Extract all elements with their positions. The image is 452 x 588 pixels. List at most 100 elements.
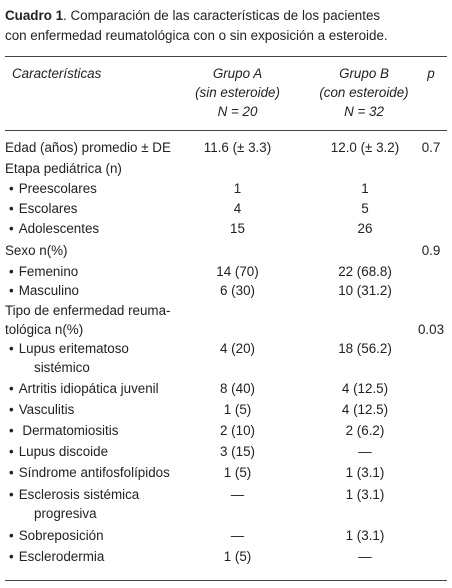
row-label: • Lupus discoide [9,443,108,460]
grupo-b-value: 4 (12.5) [341,381,389,396]
header-grupo-b-line2: (con esteroide) [319,85,409,100]
bullet-icon: • [9,264,14,279]
row-label-text: Vasculitis [18,402,75,417]
header-grupo-b-line3: N = 32 [344,104,384,119]
row-label: Tipo de enfermedad reuma- [5,302,171,319]
top-rule [5,56,447,57]
header-grupo-a-line3: N = 20 [217,104,258,119]
row-label: Edad (años) promedio ± DE [5,139,171,156]
row-label: • Esclerodermia [9,548,104,565]
grupo-a-value: 14 (70) [216,264,259,279]
bullet-icon: • [9,444,14,459]
row-label-text: Adolescentes [18,221,100,236]
grupo-b-value: 18 (56.2) [338,341,392,356]
grupo-b-value: 4 (12.5) [341,402,389,417]
bullet-icon: • [9,181,14,196]
grupo-a-value: 4 (20) [220,341,255,356]
header-grupo-a-line2: (sin esteroide) [195,85,280,100]
grupo-b-value: 26 [357,221,373,236]
grupo-a-value: 1 (5) [223,549,252,564]
grupo-a-value: 6 (30) [220,283,255,298]
row-label: • Sobreposición [9,527,104,544]
grupo-a-value: — [230,487,245,502]
grupo-b-value: 1 (3.1) [345,487,385,502]
bullet-icon: • [9,381,14,396]
row-label-continuation: sistémico [34,360,90,375]
grupo-b-value: 12.0 (± 3.2) [330,140,400,155]
grupo-b-value: 2 (6.2) [345,423,385,438]
grupo-a-value: 2 (10) [220,423,255,438]
row-label: • Masculino [9,282,79,299]
row-label-text: Lupus eritematoso [18,341,129,356]
grupo-b-value: — [358,549,372,564]
row-label-text: Tipo de enfermedad reuma- [5,303,171,318]
grupo-a-value: 1 (5) [223,465,252,480]
bullet-icon: • [9,283,14,298]
p-value: 0.03 [417,322,445,337]
p-value: 0.7 [421,140,441,155]
bullet-icon: • [9,465,14,480]
caption-label: Cuadro 1 [5,8,64,23]
bullet-icon: • [9,201,14,216]
bullet-icon: • [9,402,14,417]
row-label-text: Artritis idiopática juvenil [18,381,159,396]
row-label-text: Sexo n(%) [5,243,68,258]
grupo-a-value: 15 [230,221,245,236]
header-grupo-b-line1: Grupo B [339,66,389,81]
row-label: • Síndrome antifosfolípidos [9,464,170,481]
row-label-text: Femenino [18,264,79,279]
header-grupo-a-line1: Grupo A [212,66,263,81]
caption-line-2: con enfermedad reumatológica con o sin e… [5,28,388,43]
bullet-icon: • [9,528,14,543]
row-label: • Artritis idiopática juvenil [9,380,159,397]
grupo-a-value: 1 (5) [223,402,252,417]
row-label-text: Edad (años) promedio ± DE [5,140,171,155]
grupo-a-value: 3 (15) [220,444,255,459]
grupo-b-value: 1 [361,181,369,196]
bullet-icon: • [9,341,14,356]
grupo-a-value: 11.6 (± 3.3) [203,140,272,155]
bullet-icon: • [9,549,14,564]
grupo-b-value: 22 (68.8) [338,264,392,279]
header-caracteristicas: Características [12,66,102,81]
row-label: • Escolares [9,200,78,217]
table-caption: Cuadro 1. Comparación de las característ… [5,6,447,46]
bullet-icon: • [9,423,14,438]
row-label-text: tológica n(%) [5,322,84,337]
bullet-icon: • [9,221,14,236]
row-label: • Esclerosis sistémica progresiva [9,486,139,524]
row-label-text: Sobreposición [18,528,104,543]
header-grupo-b: Grupo B (con esteroide) N = 32 [305,64,423,121]
grupo-a-value: 8 (40) [220,381,255,396]
row-label: Etapa pediátrica (n) [5,160,122,177]
grupo-b-value: 1 (3.1) [345,465,385,480]
bottom-rule [5,580,447,581]
grupo-a-value: — [230,528,245,543]
grupo-b-value: — [358,444,372,459]
row-label: • Preescolares [9,180,97,197]
grupo-b-value: 5 [361,201,369,216]
header-rule [5,130,447,131]
p-value: 0.9 [421,243,441,258]
grupo-a-value: 1 [233,181,242,196]
row-label: • Femenino [9,263,78,280]
row-label-text: Lupus discoide [18,444,109,459]
row-label: • Lupus eritematoso sistémico [9,340,129,378]
row-label-text: Escolares [18,201,78,216]
header-grupo-a: Grupo A (sin esteroide) N = 20 [190,64,285,121]
caption-line-1: . Comparación de las características de … [63,8,381,23]
row-label: Sexo n(%) [5,242,68,259]
row-label: • Adolescentes [9,220,99,237]
row-label-text: Preescolares [18,181,97,196]
header-p: p [427,66,435,81]
grupo-b-value: 1 (3.1) [345,528,385,543]
row-label: • Vasculitis [9,401,74,418]
row-label-continuation: progresiva [34,506,97,521]
row-label-text: Etapa pediátrica (n) [5,161,122,176]
row-label-text: Dermatomiositis [18,423,119,438]
row-label-text: Síndrome antifosfolípidos [18,465,170,480]
row-label-text: Esclerodermia [18,549,105,564]
grupo-b-value: 10 (31.2) [338,283,392,298]
row-label-text: Masculino [18,283,79,298]
